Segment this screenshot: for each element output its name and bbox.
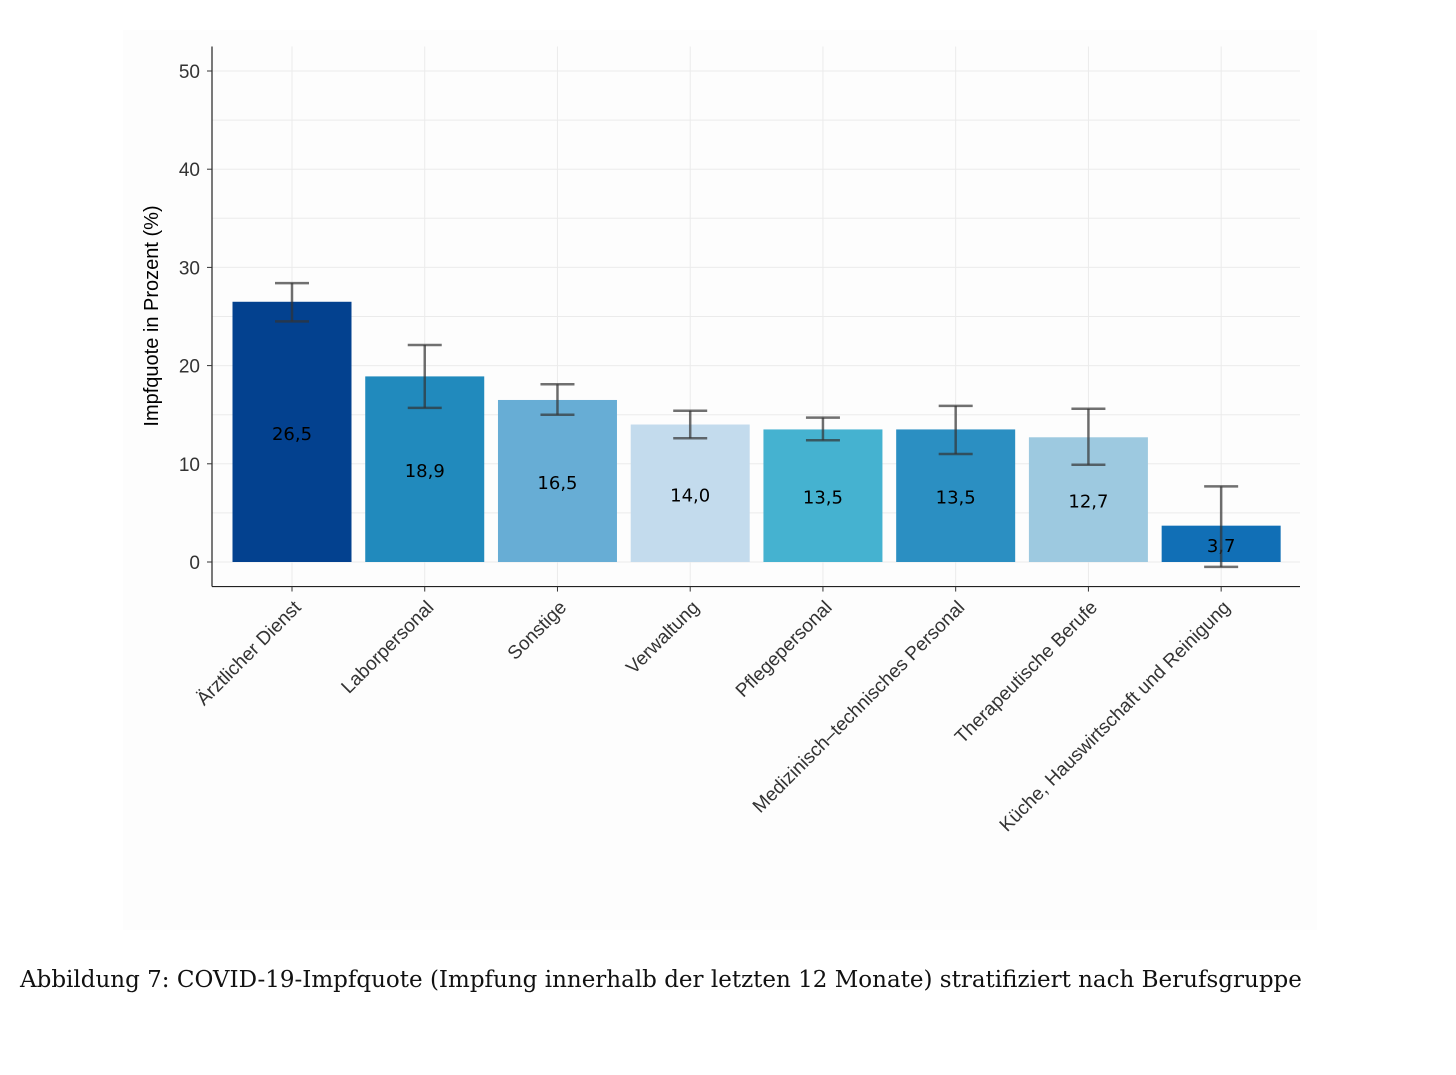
y-tick-label: 40 — [179, 160, 200, 181]
x-tick-label: Medizinisch–technisches Personal — [749, 597, 969, 817]
x-tick-label: Sonstige — [504, 597, 571, 664]
x-tick-label: Laborpersonal — [338, 597, 439, 698]
x-tick-label: Ärztlicher Dienst — [193, 597, 306, 710]
data-label: 16,5 — [537, 473, 577, 494]
bar — [630, 424, 750, 562]
data-label: 13,5 — [803, 488, 843, 509]
y-tick-label: 30 — [179, 258, 200, 279]
figure-caption: Abbildung 7: COVID-19-Impfquote (Impfung… — [20, 967, 1302, 993]
y-tick-label: 10 — [179, 455, 200, 476]
bar-chart: 0 10 20 30 40 50 Impfquote in Prozent (%) 26,5 Ä… — [141, 46, 1300, 836]
data-label: 13,5 — [936, 488, 976, 509]
y-axis-title: Impfquote in Prozent (%) — [141, 205, 163, 426]
bar — [763, 429, 883, 562]
data-label: 14,0 — [670, 485, 710, 506]
x-tick-label: Pflegepersonal — [732, 597, 836, 701]
y-tick-label: 20 — [179, 357, 200, 378]
data-label: 12,7 — [1068, 492, 1108, 513]
y-tick-label: 0 — [189, 553, 200, 574]
y-tick-label: 50 — [179, 62, 200, 83]
bar — [232, 301, 352, 562]
data-label: 18,9 — [405, 461, 445, 482]
x-tick-label: Küche, Hauswirtschaft und Reinigung — [996, 597, 1235, 836]
x-tick-label: Verwaltung — [622, 597, 703, 678]
bar — [497, 399, 617, 562]
data-label: 26,5 — [272, 424, 312, 445]
x-tick-label: Therapeutische Berufe — [951, 597, 1102, 748]
